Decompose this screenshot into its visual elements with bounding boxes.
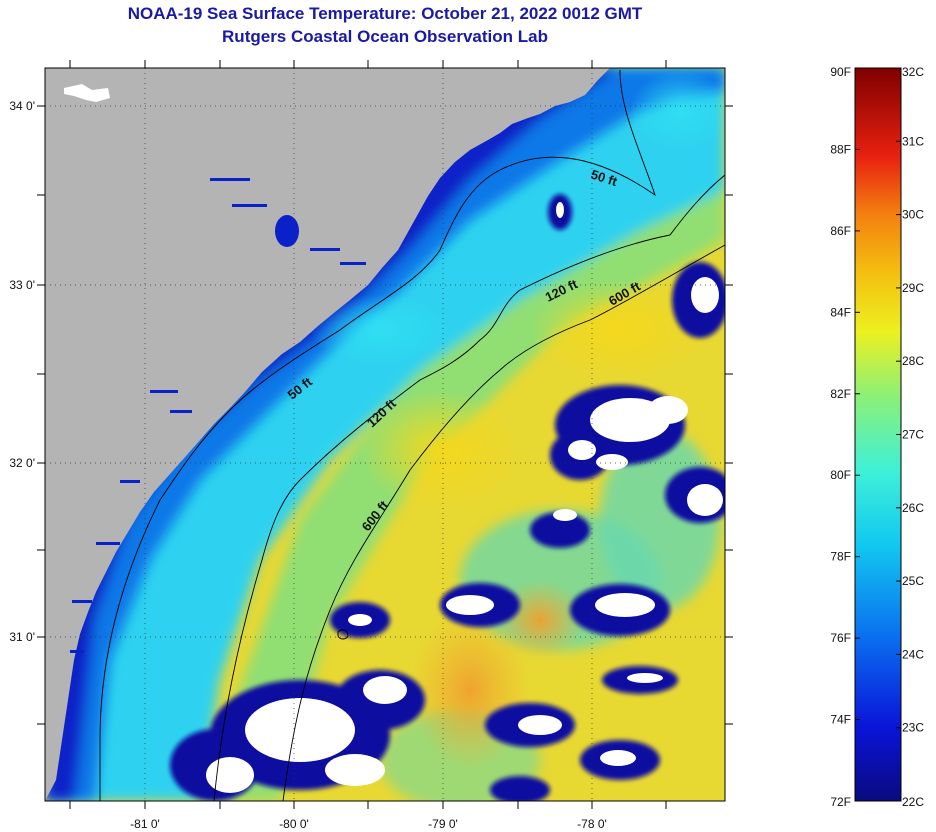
colorbar-c-label: 28C — [902, 354, 924, 368]
colorbar-f-label: 90F — [830, 65, 851, 79]
lat-label-32: 32 0' — [9, 456, 35, 470]
colorbar-c-label: 23C — [902, 721, 924, 735]
lon-label-80: -80 0' — [279, 817, 309, 831]
longitude-labels: -81 0' -80 0' -79 0' -78 0' — [130, 817, 607, 831]
colorbar-gradient — [854, 67, 902, 802]
colorbar-f-label: 88F — [830, 142, 851, 156]
colorbar-f-label: 82F — [830, 387, 851, 401]
colorbar-c-label: 30C — [902, 208, 924, 222]
colorbar-c-label: 27C — [902, 428, 924, 442]
colorbar-f-label: 76F — [830, 631, 851, 645]
contour-600ft — [282, 244, 725, 801]
map-panel: 50 ft 50 ft 120 ft 120 ft 600 ft 600 ft — [45, 68, 725, 801]
contour-50ft — [99, 69, 656, 801]
lat-label-33: 33 0' — [9, 278, 35, 292]
colorbar-c-label: 26C — [902, 501, 924, 515]
contour-120ft — [213, 174, 725, 801]
colorbar-c-label: 25C — [902, 574, 924, 588]
inland-artifact — [64, 84, 110, 102]
colorbar-f-label: 74F — [830, 713, 851, 727]
colorbar-c-label: 29C — [902, 281, 924, 295]
colorbar-f-label: 78F — [830, 550, 851, 564]
estuaries — [70, 178, 366, 653]
temperature-colorbar: 90F 88F 86F 84F 82F 80F 78F 76F 74F 72F 32C 31C 30C… — [830, 65, 924, 809]
colorbar-f-label: 80F — [830, 468, 851, 482]
map-title: NOAA-19 Sea Surface Temperature: October… — [127, 4, 643, 23]
latitude-labels: 34 0' 33 0' 32 0' 31 0' — [9, 99, 35, 644]
lat-label-34: 34 0' — [9, 99, 35, 113]
colorbar-c-label: 22C — [902, 795, 924, 809]
graticule — [45, 68, 725, 801]
depth-contours — [99, 69, 725, 801]
lon-label-81: -81 0' — [130, 817, 160, 831]
axis-ticks — [37, 60, 733, 809]
land-mass — [45, 68, 610, 801]
lon-label-79: -79 0' — [428, 817, 458, 831]
colorbar-f-label: 86F — [830, 224, 851, 238]
map-subtitle: Rutgers Coastal Ocean Observation Lab — [222, 27, 548, 46]
contour-600ft-seamount — [337, 629, 349, 640]
colorbar-c-label: 32C — [902, 65, 924, 79]
colorbar-f-label: 72F — [830, 795, 851, 809]
map-frame — [44, 67, 726, 802]
lon-label-78: -78 0' — [577, 817, 607, 831]
cloud-mask — [170, 194, 725, 801]
lat-label-31: 31 0' — [9, 630, 35, 644]
colorbar-c-label: 24C — [902, 647, 924, 661]
colorbar-f-label: 84F — [830, 305, 851, 319]
colorbar-c-label: 31C — [902, 134, 924, 148]
